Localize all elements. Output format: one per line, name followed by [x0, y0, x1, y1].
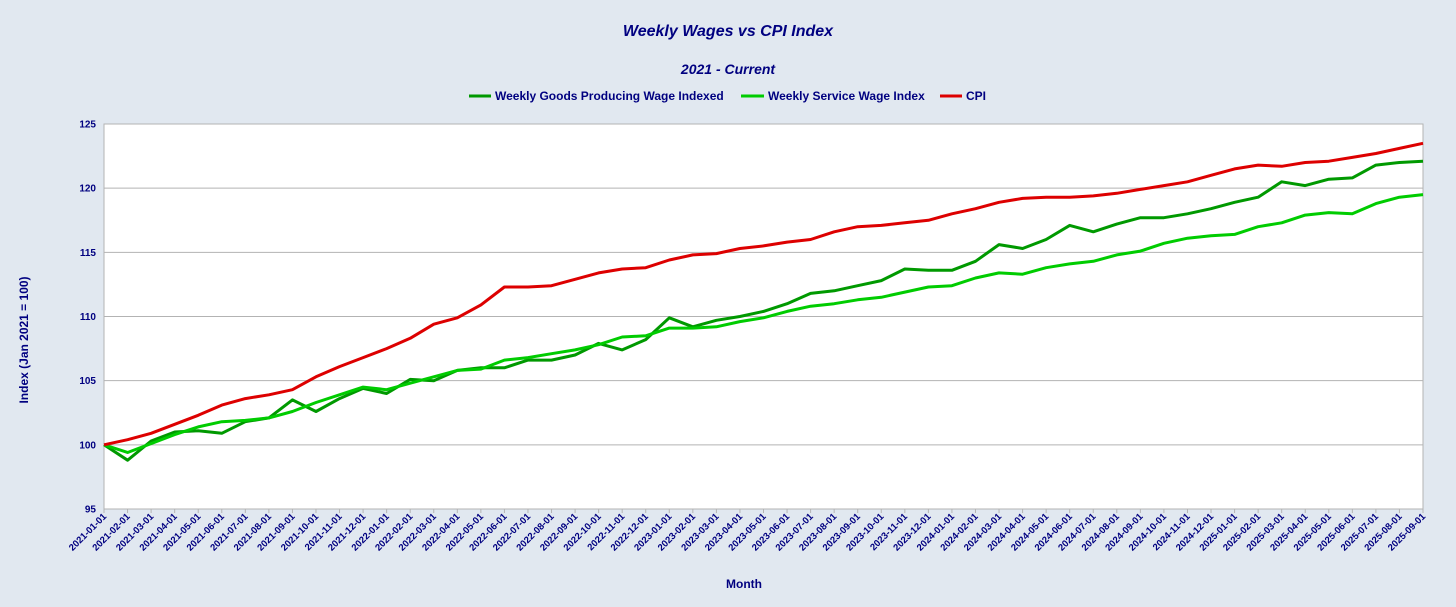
legend-label-service: Weekly Service Wage Index: [768, 89, 925, 103]
chart-title: Weekly Wages vs CPI Index: [623, 23, 834, 40]
y-tick-label: 100: [79, 440, 96, 451]
series-line-cpi: [103, 141, 1424, 447]
legend: Weekly Goods Producing Wage Indexed Week…: [469, 89, 986, 103]
legend-label-goods: Weekly Goods Producing Wage Indexed: [495, 89, 724, 103]
series-line-goods: [103, 159, 1424, 462]
y-tick-label: 120: [79, 184, 96, 195]
y-axis-ticks: 95 100 105 110 115 120 125: [79, 120, 96, 516]
series-line-service: [103, 193, 1424, 454]
y-tick-label: 125: [79, 120, 96, 131]
x-axis-title: Month: [726, 577, 762, 591]
chart-subtitle: 2021 - Current: [680, 61, 776, 77]
x-axis-ticks: 2021-01-012021-02-012021-03-012021-04-01…: [67, 509, 1429, 553]
y-tick-label: 115: [80, 248, 97, 259]
legend-label-cpi: CPI: [966, 89, 986, 103]
y-tick-label: 105: [79, 376, 96, 387]
series-lines: [103, 141, 1424, 462]
y-axis-title: Index (Jan 2021 = 100): [17, 276, 31, 403]
y-tick-label: 110: [80, 312, 97, 323]
y-tick-label: 95: [85, 505, 97, 516]
